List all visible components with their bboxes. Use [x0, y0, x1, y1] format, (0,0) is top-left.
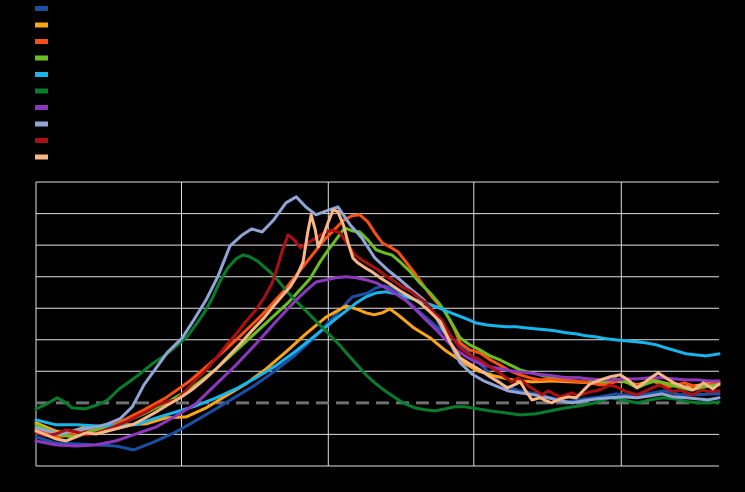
legend-swatch-series-8: [35, 121, 48, 127]
legend-swatch-series-6: [35, 88, 48, 94]
chart-line-series-10: [34, 208, 721, 443]
chart-line-series-9: [34, 228, 721, 438]
chart-line-series-5: [34, 290, 721, 428]
chart-line-series-6: [34, 253, 721, 417]
legend: [35, 6, 48, 160]
series-lines: [34, 195, 721, 452]
legend-swatch-series-3: [35, 39, 48, 44]
legend-swatch-series-7: [35, 105, 48, 110]
legend-swatch-series-4: [35, 55, 48, 61]
chart-line-series-7: [34, 275, 721, 448]
legend-swatch-series-1: [35, 6, 48, 11]
legend-swatch-series-5: [35, 72, 48, 77]
legend-swatch-series-10: [35, 154, 48, 160]
chart-line-series-8: [34, 195, 721, 436]
legend-swatch-series-9: [35, 138, 48, 143]
legend-swatch-series-2: [35, 22, 48, 28]
